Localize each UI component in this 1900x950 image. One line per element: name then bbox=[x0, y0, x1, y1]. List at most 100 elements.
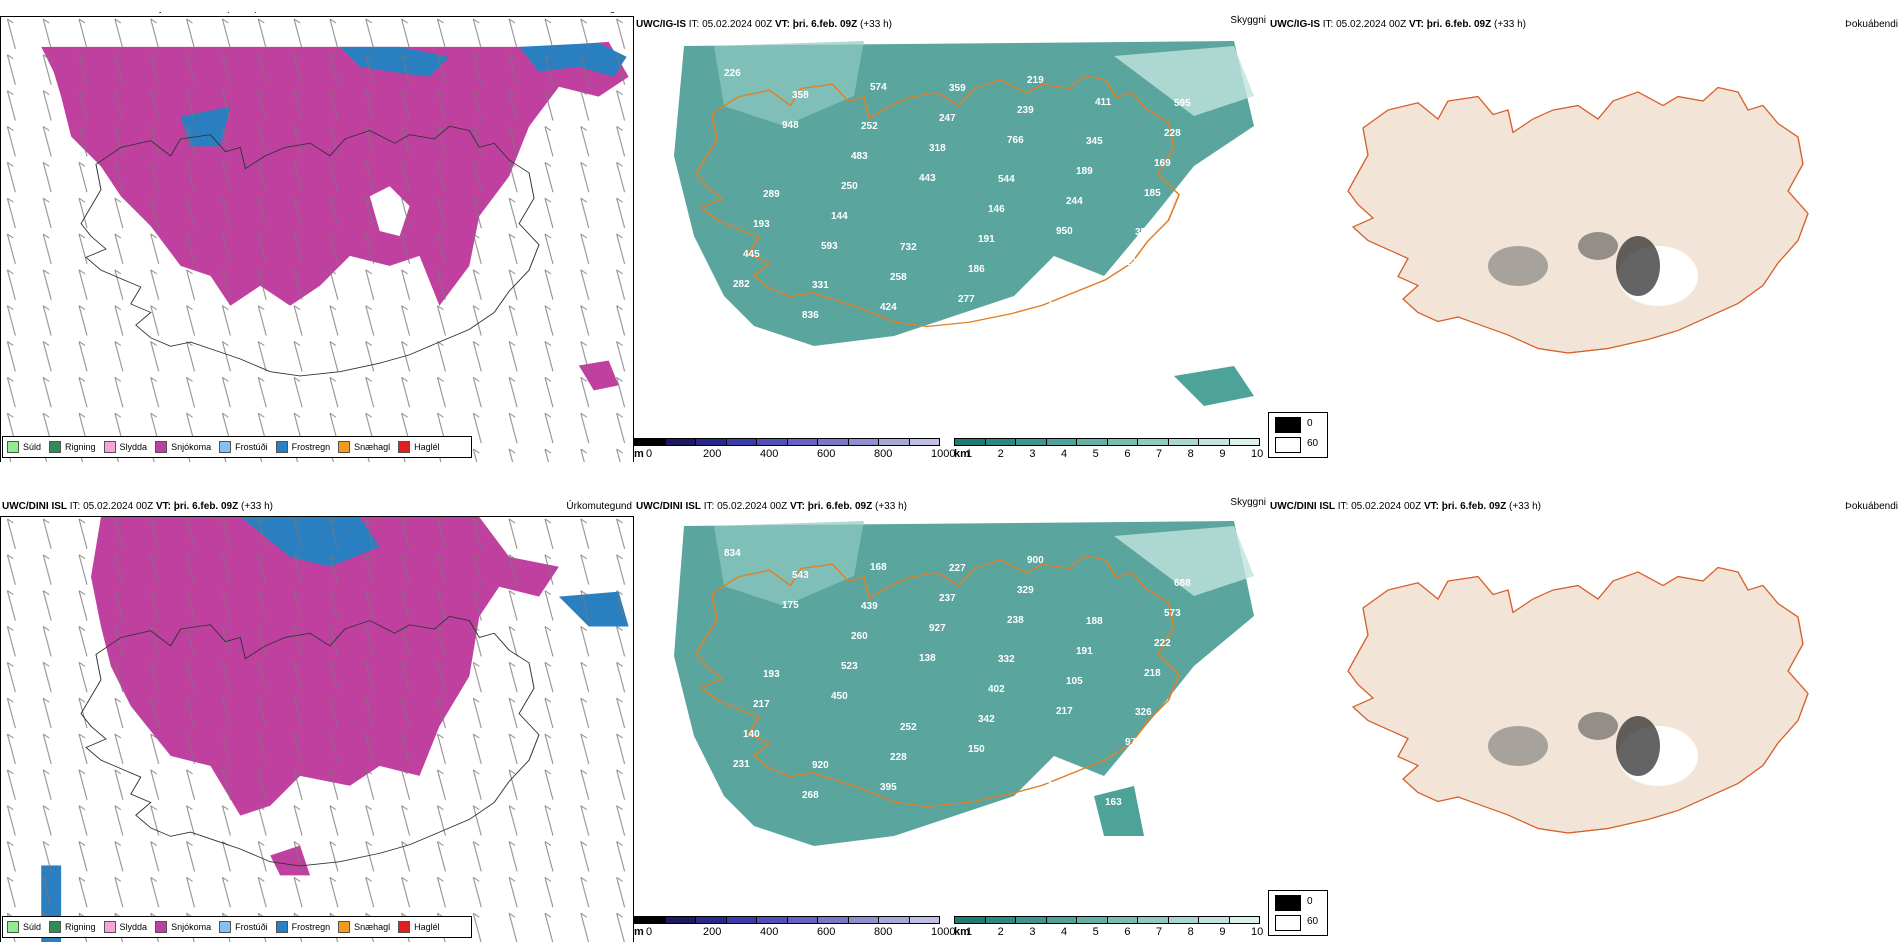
cloud-base-label: 247 bbox=[939, 113, 956, 124]
cloud-base-label: 544 bbox=[998, 174, 1015, 185]
cloud-base-label: 688 bbox=[1174, 578, 1191, 589]
cloud-base-label: 231 bbox=[733, 759, 750, 770]
colorbar-segment bbox=[1167, 916, 1199, 924]
cloud-base-label: 277 bbox=[958, 294, 975, 305]
cloud-base-label: 593 bbox=[821, 241, 838, 252]
cloud-base-label: 238 bbox=[1007, 615, 1024, 626]
colorbar-tick: 200 bbox=[703, 448, 722, 460]
colorbar-segment bbox=[1076, 438, 1108, 446]
cloud-base-label: 168 bbox=[870, 562, 887, 573]
cloud-base-label: 331 bbox=[812, 280, 829, 291]
map-canvas[interactable] bbox=[0, 16, 634, 462]
map-canvas[interactable]: 834 439 332 326 920 227 188 193 252 342 688 260 402 9… bbox=[634, 516, 1268, 912]
colorbar-tick: 800 bbox=[874, 926, 893, 938]
cloud-base-label: 191 bbox=[978, 234, 995, 245]
colorbar-segment bbox=[664, 438, 696, 446]
cloud-base-label: 543 bbox=[792, 570, 809, 581]
cloud-base-label: 358 bbox=[792, 90, 809, 101]
colorbar-tick: 2 bbox=[997, 926, 1004, 938]
cloud-base-label: 483 bbox=[851, 151, 868, 162]
ceiling-colorbar: m 0 200 400 600 800 1000 bbox=[634, 916, 955, 942]
colorbar-unit: m bbox=[634, 448, 644, 460]
visibility-colorbar: km 1 2 3 4 5 6 7 8 9 10 bbox=[954, 438, 1264, 464]
map-canvas[interactable]: 226 252 544 359 331 359 345 289 732 467 595 483 146 1… bbox=[634, 36, 1268, 456]
cloud-base-label: 329 bbox=[1017, 585, 1034, 596]
colorbar-segment bbox=[817, 916, 849, 924]
colorbar-segment bbox=[1045, 916, 1077, 924]
cloud-base-label: 217 bbox=[753, 699, 770, 710]
cloud-base-label: 105 bbox=[1066, 676, 1083, 687]
colorbar-tick: 0 bbox=[646, 448, 653, 460]
cloud-base-label: 732 bbox=[900, 242, 917, 253]
cloud-base-label: 439 bbox=[861, 601, 878, 612]
model-name: UWC/IG-IS bbox=[2, 12, 52, 14]
colorbar-segment bbox=[1015, 916, 1047, 924]
colorbar-segment bbox=[695, 916, 727, 924]
cloud-base-label: 950 bbox=[1056, 226, 1073, 237]
ceiling-colorbar: m 0 200 400 600 800 1000 bbox=[634, 438, 955, 464]
cloud-base-label: 252 bbox=[861, 121, 878, 132]
map-canvas[interactable] bbox=[1268, 36, 1900, 456]
cloud-base-label: 595 bbox=[1174, 98, 1191, 109]
colorbar-segment bbox=[1015, 438, 1047, 446]
colorbar-segment bbox=[725, 438, 757, 446]
colorbar-tick: 1 bbox=[966, 448, 973, 460]
cloud-base-label: 169 bbox=[1154, 158, 1171, 169]
panel-title: Úrkomutegund bbox=[566, 12, 632, 16]
cloud-base-label: 193 bbox=[1115, 287, 1132, 298]
cloud-base-label: 445 bbox=[743, 249, 760, 260]
colorbar-tick: 400 bbox=[760, 448, 779, 460]
colorbar-segment bbox=[878, 438, 910, 446]
colorbar-segment bbox=[1106, 438, 1138, 446]
colorbar-segment bbox=[786, 438, 818, 446]
cloud-base-label: 239 bbox=[1017, 105, 1034, 116]
cloud-base-label: 411 bbox=[1095, 97, 1112, 108]
cloud-base-label: 900 bbox=[1027, 555, 1044, 566]
cloud-base-label: 920 bbox=[812, 760, 829, 771]
colorbar-tick: 1000 bbox=[931, 448, 956, 460]
cloud-base-label: 175 bbox=[782, 600, 799, 611]
colorbar-segment bbox=[1045, 438, 1077, 446]
colorbar-segment bbox=[984, 438, 1016, 446]
colorbar-segment bbox=[634, 438, 666, 446]
colorbar-segment bbox=[1106, 916, 1138, 924]
map-canvas[interactable] bbox=[1268, 516, 1900, 912]
colorbar-segment bbox=[725, 916, 757, 924]
cloud-base-label: 345 bbox=[1086, 136, 1103, 147]
run-time: 05.02.2024 00Z bbox=[68, 12, 138, 14]
panel-title: Skyggni bbox=[1230, 15, 1266, 26]
cloud-base-label: 450 bbox=[831, 691, 848, 702]
panel-title: Úrkomutegund bbox=[566, 501, 632, 512]
colorbar-tick: 6 bbox=[1124, 926, 1131, 938]
colorbar-segment bbox=[634, 916, 666, 924]
precip-type-map-ig: UWC/IG-IS IT: 05.02.2024 00Z VT: þri. 6.… bbox=[0, 12, 634, 462]
colorbar-tick: 600 bbox=[817, 448, 836, 460]
panel-title: Þokuábendi bbox=[1845, 501, 1898, 512]
cloud-base-label: 185 bbox=[1144, 188, 1161, 199]
colorbar-tick: 7 bbox=[1156, 926, 1163, 938]
run-label: IT: bbox=[55, 12, 66, 14]
colorbar-tick: 1000 bbox=[931, 926, 956, 938]
cloud-base-label: 226 bbox=[724, 68, 741, 79]
cloud-base-label: 193 bbox=[753, 219, 770, 230]
map-canvas[interactable] bbox=[0, 516, 634, 942]
colorbar-tick: 3 bbox=[1029, 926, 1036, 938]
colorbar-tick: 3 bbox=[1029, 448, 1036, 460]
cloud-base-label: 138 bbox=[919, 653, 936, 664]
colorbar-tick: 200 bbox=[703, 926, 722, 938]
colorbar-tick: 10 bbox=[1251, 448, 1264, 460]
colorbar-segment bbox=[954, 916, 986, 924]
cloud-base-label: 163 bbox=[1105, 797, 1122, 808]
cloud-base-label: 227 bbox=[949, 563, 966, 574]
cloud-base-label: 424 bbox=[880, 302, 897, 313]
legend-item: Frostregn bbox=[275, 441, 330, 453]
precip-legend: Súld Rigning Slydda Snjókoma Frostúði Fr… bbox=[2, 436, 472, 458]
cloud-base-label: 282 bbox=[733, 279, 750, 290]
cloud-base-label: 402 bbox=[988, 684, 1005, 695]
colorbar-unit: km bbox=[954, 448, 970, 460]
legend-item: Slydda bbox=[103, 441, 147, 453]
cloud-base-label: 146 bbox=[988, 204, 1005, 215]
colorbar-tick: 8 bbox=[1187, 448, 1194, 460]
colorbar-tick: 10 bbox=[1251, 926, 1264, 938]
colorbar-tick: 600 bbox=[817, 926, 836, 938]
